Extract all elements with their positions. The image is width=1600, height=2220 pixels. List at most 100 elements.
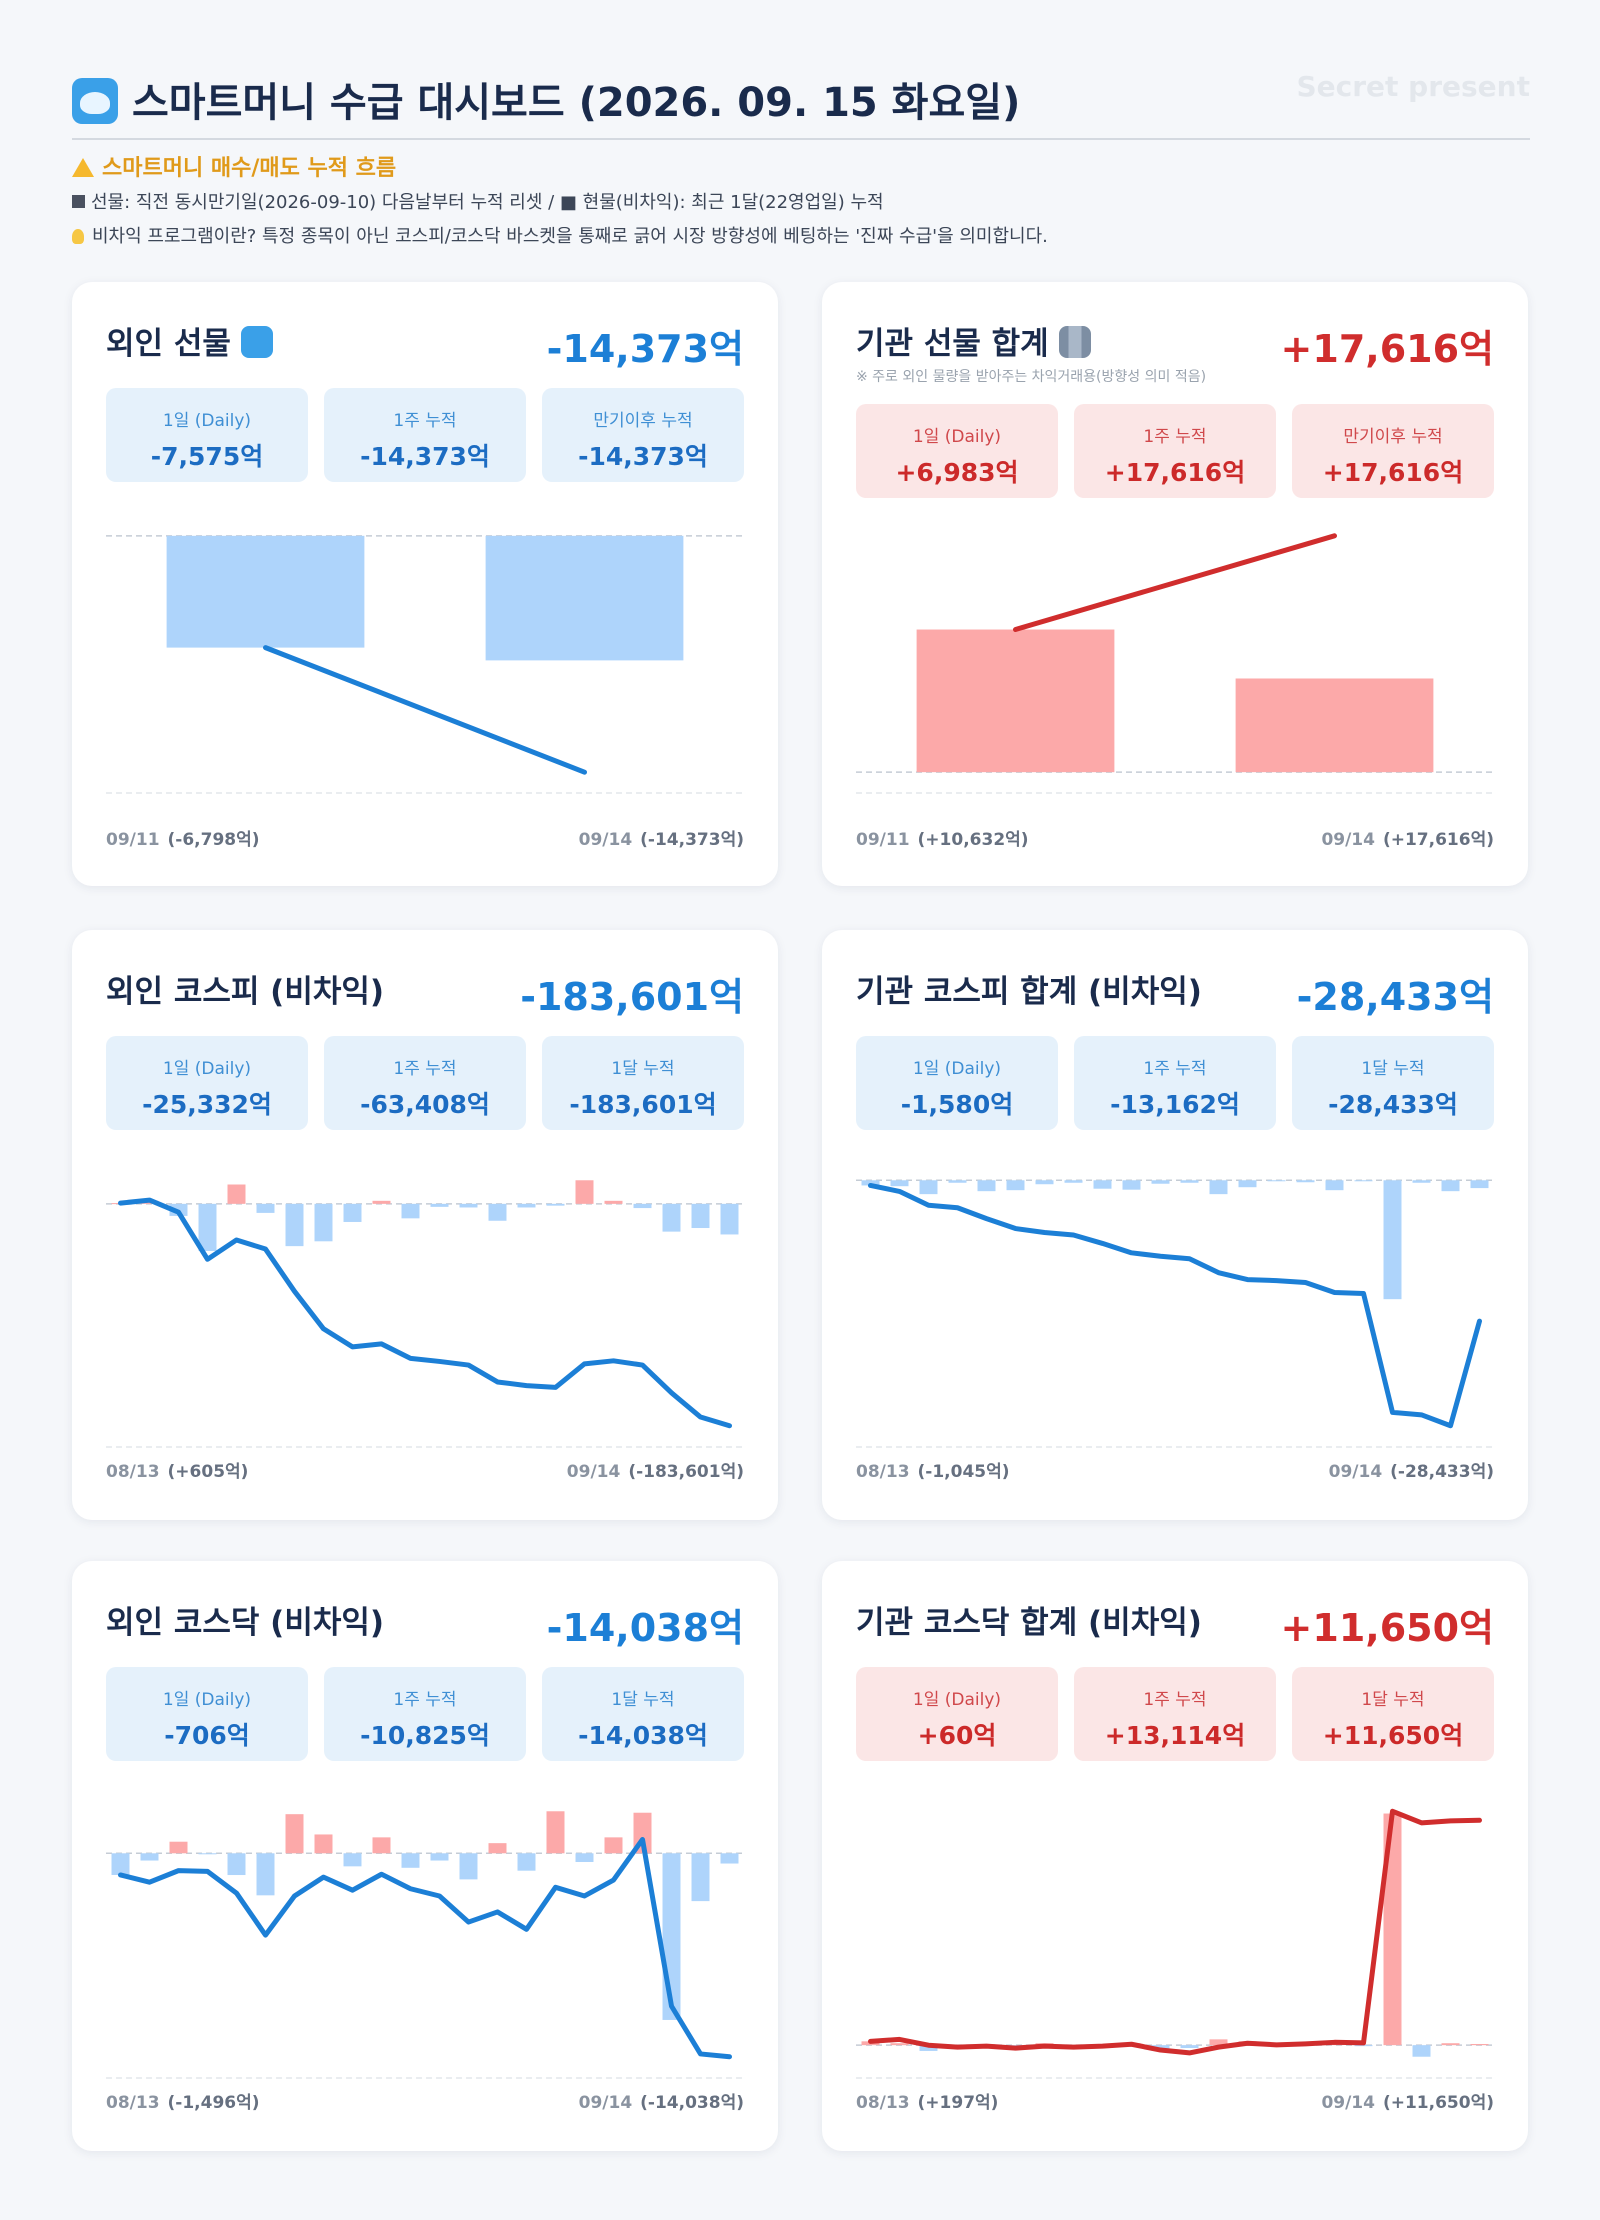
stat-value: -28,433억 xyxy=(1328,1090,1458,1119)
card-title: 기관 선물 합계 xyxy=(856,318,1091,363)
stat-value: -706억 xyxy=(164,1721,250,1750)
stat-box: 1일 (Daily) -25,332억 xyxy=(106,1036,308,1130)
daily-bar xyxy=(401,1853,420,1868)
start-date: 08/13 xyxy=(856,1462,910,1482)
daily-bar xyxy=(227,1853,246,1876)
card-subtitle: ※ 주로 외인 물량을 받아주는 차익거래용(방향성 의미 적음) xyxy=(856,369,1207,385)
stat-label: 1주 누적 xyxy=(393,1690,457,1710)
stat-box: 1주 누적 +13,114억 xyxy=(1074,1667,1276,1761)
chart-svg xyxy=(856,533,1494,794)
end-date: 09/14 xyxy=(578,830,633,850)
square-icon xyxy=(72,195,85,208)
stat-box: 만기이후 누적 +17,616억 xyxy=(1292,404,1494,498)
daily-bar xyxy=(1470,2043,1489,2046)
chart-card: 외인 코스닥 (비차익) -14,038억 1일 (Daily) -706억 1주 누적… xyxy=(72,1561,778,2151)
end-value: (+11,650억) xyxy=(1382,2093,1494,2113)
chart-card: 기관 코스닥 합계 (비차익) +11,650억 1일 (Daily) +60억 1주 … xyxy=(822,1561,1528,2151)
stat-label: 1달 누적 xyxy=(611,1059,675,1079)
daily-bar xyxy=(1470,1180,1489,1189)
daily-bar xyxy=(1209,1180,1228,1195)
stat-label: 1주 누적 xyxy=(393,411,457,431)
cumulative-line xyxy=(868,1182,1482,1429)
daily-bar xyxy=(919,2045,938,2051)
daily-bar xyxy=(488,1843,507,1854)
chart-svg xyxy=(106,1811,744,2079)
daily-bar xyxy=(1296,1180,1315,1183)
stat-value: +6,983억 xyxy=(895,458,1019,487)
stat-box: 1달 누적 -14,038억 xyxy=(542,1667,744,1761)
card-title: 외인 선물 xyxy=(106,318,273,363)
chart-card: 기관 코스피 합계 (비차익) -28,433억 1일 (Daily) -1,580억… xyxy=(822,930,1528,1520)
chart-svg xyxy=(106,535,744,794)
wave-icon xyxy=(72,78,118,124)
card-title: 기관 코스피 합계 (비차익) xyxy=(856,974,1202,1010)
stat-label: 1주 누적 xyxy=(1143,1059,1207,1079)
start-date: 09/11 xyxy=(106,830,160,850)
stat-value: -14,038억 xyxy=(578,1721,708,1750)
start-value: (+197억) xyxy=(917,2093,999,2113)
daily-bar xyxy=(1383,1813,1402,2046)
warning-note: 스마트머니 매수/매도 누적 흐름 xyxy=(72,150,1530,182)
daily-bar xyxy=(604,1200,623,1204)
daily-bar xyxy=(372,1837,391,1854)
card-title: 외인 코스피 (비차익) xyxy=(106,974,385,1010)
stat-label: 1주 누적 xyxy=(1143,1690,1207,1710)
start-value: (-6,798억) xyxy=(167,830,260,850)
daily-bar xyxy=(575,1853,594,1862)
daily-bar xyxy=(1354,1180,1373,1182)
daily-bar xyxy=(546,1203,565,1206)
daily-bar xyxy=(691,1853,710,1902)
daily-bar xyxy=(227,1184,246,1204)
daily-bar xyxy=(720,1853,739,1864)
end-date: 09/14 xyxy=(578,2093,633,2113)
daily-bar xyxy=(861,1180,880,1186)
end-date: 09/14 xyxy=(1321,2093,1375,2113)
stat-value: +60억 xyxy=(917,1721,997,1750)
end-value: (-14,038억) xyxy=(640,2093,744,2113)
stat-label: 1일 (Daily) xyxy=(162,1059,252,1079)
end-value: (-183,601억) xyxy=(628,1462,744,1482)
card-total: -28,433억 xyxy=(1296,975,1494,1019)
card-total: +17,616억 xyxy=(1280,327,1494,371)
stat-box: 1일 (Daily) +60억 xyxy=(856,1667,1058,1761)
stat-boxes: 1일 (Daily) -706억 1주 누적 -10,825억 1달 누적 -14,038… xyxy=(106,1667,744,1761)
daily-bar xyxy=(1006,1180,1025,1191)
building-icon xyxy=(1058,326,1091,358)
daily-bar xyxy=(517,1853,536,1871)
stat-boxes: 1일 (Daily) -1,580억 1주 누적 -13,162억 1달 누적 -28,4… xyxy=(856,1036,1494,1130)
stat-box: 1일 (Daily) -1,580억 xyxy=(856,1036,1058,1130)
chart-card: 기관 선물 합계 ※ 주로 외인 물량을 받아주는 차익거래용(방향성 의미 적음… xyxy=(822,282,1528,886)
stat-box: 1주 누적 -10,825억 xyxy=(324,1667,526,1761)
daily-bar xyxy=(485,535,684,661)
stat-label: 만기이후 누적 xyxy=(1343,427,1443,447)
stat-box: 1달 누적 -183,601억 xyxy=(542,1036,744,1130)
stat-value: -183,601억 xyxy=(569,1090,717,1119)
end-value: (-14,373억) xyxy=(640,830,744,850)
start-date: 08/13 xyxy=(106,1462,160,1482)
stat-value: +11,650억 xyxy=(1322,1721,1464,1750)
daily-bar xyxy=(604,1837,623,1854)
daily-bar xyxy=(1180,2045,1199,2049)
stat-label: 1주 누적 xyxy=(393,1059,457,1079)
card-total: +11,650억 xyxy=(1280,1606,1494,1650)
stat-value: -7,575억 xyxy=(150,442,264,471)
stat-label: 1달 누적 xyxy=(1361,1690,1425,1710)
daily-bar xyxy=(343,1203,362,1222)
daily-bar xyxy=(1035,1180,1054,1185)
note-basis: 선물: 직전 동시만기일(2026-09-10) 다음날부터 누적 리셋 / ■… xyxy=(72,188,1530,214)
stat-label: 1일 (Daily) xyxy=(912,427,1002,447)
daily-bar xyxy=(1441,2043,1460,2046)
stat-value: -10,825억 xyxy=(360,1721,490,1750)
daily-bar xyxy=(198,1853,217,1855)
daily-bar xyxy=(546,1811,565,1854)
end-date: 09/14 xyxy=(1328,1462,1383,1482)
stat-label: 만기이후 누적 xyxy=(593,411,693,431)
daily-bar xyxy=(691,1203,710,1229)
stat-boxes: 1일 (Daily) -7,575억 1주 누적 -14,373억 만기이후 누적 -14… xyxy=(106,388,744,482)
daily-bar xyxy=(1209,2039,1228,2046)
daily-bar xyxy=(314,1203,333,1242)
stat-label: 1달 누적 xyxy=(1361,1059,1425,1079)
daily-bar xyxy=(430,1853,449,1861)
page-title: 스마트머니 수급 대시보드 (2026. 09. 15 화요일) xyxy=(72,70,1020,128)
stat-box: 1주 누적 -14,373억 xyxy=(324,388,526,482)
